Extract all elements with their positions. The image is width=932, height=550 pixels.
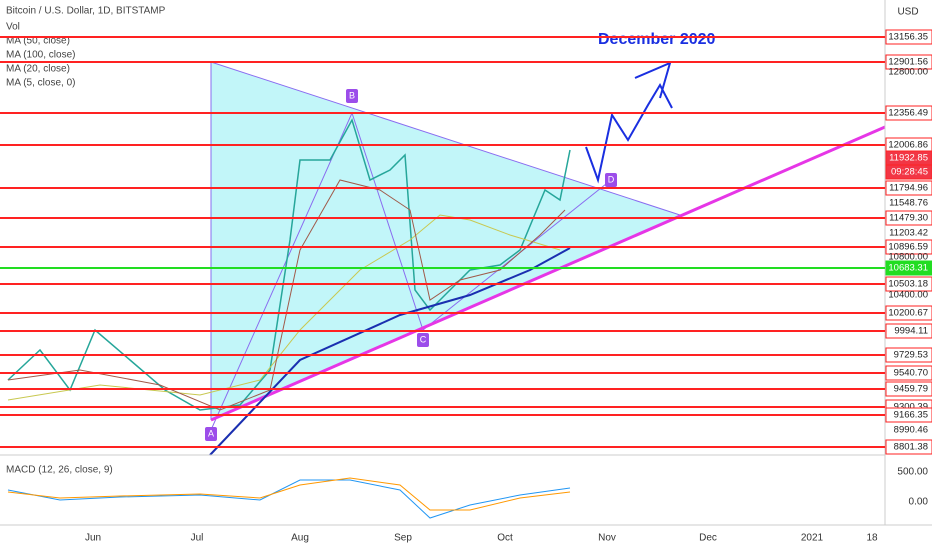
price-line	[7, 118, 571, 411]
price-tag	[885, 407, 932, 423]
time-label: 2021	[801, 533, 824, 544]
time-label: 18	[866, 533, 878, 544]
indicator-legend: MA (5, close, 0)	[6, 78, 75, 89]
price-tag	[885, 347, 932, 363]
price-label: 13156.35	[888, 32, 928, 43]
time-label: Nov	[598, 533, 616, 544]
price-label: 9166.35	[894, 410, 928, 421]
indicator-legend: MA (50, close)	[6, 36, 70, 47]
currency: USD	[897, 7, 918, 18]
price-tag	[885, 439, 932, 455]
price-label: 11794.96	[889, 183, 928, 194]
price-label: 10683.31	[888, 263, 928, 274]
point-marker	[346, 89, 358, 103]
price-tag	[885, 260, 932, 276]
price-tag	[885, 54, 932, 70]
upper-trendline	[210, 61, 681, 216]
price-label: 9994.11	[894, 326, 928, 337]
price-label: 8990.46	[894, 425, 928, 436]
point-marker	[605, 173, 617, 187]
price-tag	[885, 29, 932, 45]
price-label: 8801.38	[894, 442, 928, 453]
macd-axis-label: 0.00	[909, 497, 929, 508]
price-tag	[885, 164, 932, 180]
price-label: 10503.18	[888, 279, 928, 290]
indicator-legend: MA (20, close)	[6, 64, 70, 75]
time-label: Jul	[191, 533, 204, 544]
point-label: B	[349, 90, 355, 100]
price-tag	[885, 305, 932, 321]
macd-legend: MACD (12, 26, close, 9)	[6, 465, 113, 476]
ma-50	[7, 214, 561, 401]
time-label: Dec	[699, 533, 717, 544]
annotation: December 2020	[598, 31, 716, 48]
price-label: 11479.30	[889, 213, 928, 224]
time-label: Sep	[394, 533, 412, 544]
time-label: Jun	[85, 533, 101, 544]
support-trendline	[210, 125, 886, 422]
price-label: 12800.00	[888, 67, 928, 78]
price-label: 11932.85	[889, 153, 928, 164]
price-label: 9540.70	[894, 368, 928, 379]
price-label: 11548.76	[889, 198, 928, 209]
price-label: 9300.39	[894, 402, 928, 413]
macd-axis-label: 500.00	[897, 467, 928, 478]
price-label: 12901.56	[888, 57, 928, 68]
indicator-legend: Vol	[6, 22, 20, 33]
macd-line	[7, 479, 571, 519]
price-label: 12356.49	[888, 108, 928, 119]
price-label: 10800.00	[888, 252, 928, 263]
point-label: A	[208, 428, 214, 438]
price-label: 09:28:45	[891, 167, 928, 178]
signal-line	[7, 477, 571, 511]
price-tag	[885, 381, 932, 397]
ma-100	[209, 247, 571, 456]
price-tag	[885, 210, 932, 226]
price-tag	[885, 180, 932, 196]
price-tag	[885, 365, 932, 381]
price-tag	[885, 239, 932, 255]
price-label: 9729.53	[894, 350, 928, 361]
point-marker	[205, 427, 217, 441]
price-label: 10896.59	[888, 242, 928, 253]
price-label: 11203.42	[889, 228, 928, 239]
symbol-title: Bitcoin / U.S. Dollar, 1D, BITSTAMP	[6, 6, 166, 17]
price-label: 9459.79	[894, 384, 928, 395]
time-label: Oct	[497, 533, 513, 544]
time-label: Aug	[291, 533, 309, 544]
point-label: C	[420, 334, 427, 344]
price-tag	[885, 323, 932, 339]
price-tag	[885, 276, 932, 292]
indicator-legend: MA (100, close)	[6, 50, 75, 61]
price-label: 10400.00	[888, 290, 928, 301]
price-label: 12006.86	[888, 140, 928, 151]
price-label: 10200.67	[888, 308, 928, 319]
point-marker	[417, 333, 429, 347]
point-label: D	[608, 174, 615, 184]
price-tag	[885, 105, 932, 121]
